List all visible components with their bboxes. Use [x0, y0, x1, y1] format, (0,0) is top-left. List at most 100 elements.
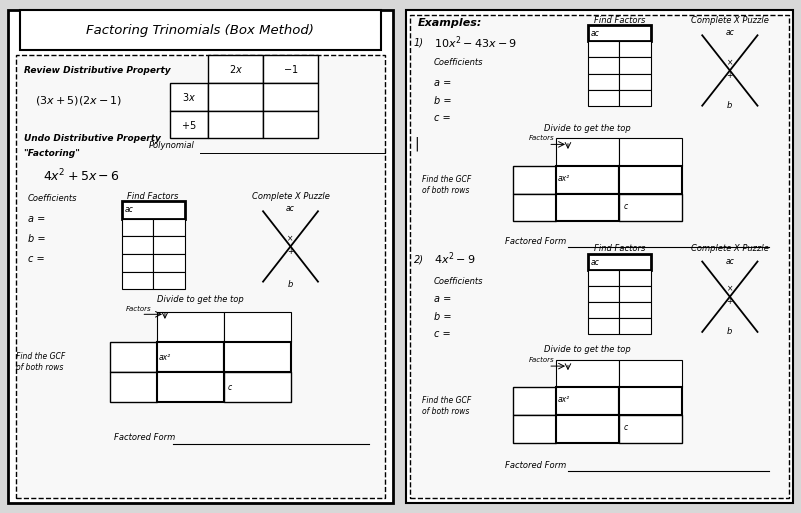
Text: ac: ac — [726, 28, 735, 37]
Text: ac: ac — [286, 204, 295, 213]
Bar — [588, 286, 619, 302]
Bar — [263, 111, 318, 139]
Text: Divide to get the top: Divide to get the top — [545, 345, 631, 354]
Text: Polynomial: Polynomial — [149, 142, 195, 150]
Bar — [110, 372, 157, 402]
Text: c =: c = — [27, 254, 44, 264]
Bar — [619, 90, 651, 106]
Text: c: c — [227, 383, 232, 392]
Bar — [263, 83, 318, 111]
Text: ac: ac — [591, 29, 600, 38]
Text: Factors: Factors — [529, 135, 554, 142]
Text: Factored Form: Factored Form — [505, 461, 566, 469]
Bar — [513, 166, 556, 194]
Bar — [556, 166, 619, 194]
Text: ac: ac — [591, 258, 600, 267]
Text: Factored Form: Factored Form — [114, 433, 175, 442]
Text: Factors: Factors — [126, 306, 151, 312]
Text: $-1$: $-1$ — [283, 63, 298, 75]
Bar — [513, 415, 556, 443]
Text: +: + — [288, 247, 294, 256]
Bar — [556, 360, 619, 387]
Text: b =: b = — [433, 95, 451, 106]
Text: Coefficients: Coefficients — [27, 194, 77, 203]
Bar — [208, 55, 263, 83]
Bar — [153, 236, 184, 254]
Bar — [122, 201, 184, 219]
Bar — [157, 312, 223, 342]
Text: c =: c = — [433, 329, 450, 340]
Text: ax²: ax² — [558, 174, 570, 183]
Text: b: b — [727, 327, 733, 337]
Bar — [619, 57, 651, 73]
Bar — [513, 387, 556, 415]
Text: c =: c = — [433, 113, 450, 123]
Text: Find Factors: Find Factors — [127, 192, 179, 201]
Text: b =: b = — [433, 312, 451, 322]
Text: c: c — [623, 423, 627, 432]
Bar — [588, 90, 619, 106]
Text: +: + — [727, 297, 733, 306]
Text: Complete X Puzzle: Complete X Puzzle — [691, 245, 769, 253]
Bar — [588, 254, 651, 270]
Text: $(3x + 5)(2x - 1)$: $(3x + 5)(2x - 1)$ — [35, 94, 123, 107]
Bar — [588, 319, 619, 334]
Text: ac: ac — [125, 206, 134, 214]
Text: Coefficients: Coefficients — [433, 277, 483, 286]
Text: b: b — [727, 101, 733, 110]
Bar — [619, 319, 651, 334]
Text: ×: × — [727, 285, 733, 293]
Bar — [110, 342, 157, 372]
Bar — [122, 219, 153, 236]
Bar — [122, 254, 153, 271]
Bar — [619, 270, 651, 286]
Bar — [153, 254, 184, 271]
Text: Coefficients: Coefficients — [433, 58, 483, 67]
Bar — [208, 83, 263, 111]
Bar — [513, 194, 556, 221]
Bar — [223, 342, 291, 372]
Text: $2x$: $2x$ — [228, 63, 243, 75]
Text: b =: b = — [27, 234, 45, 244]
Bar — [619, 73, 651, 90]
Bar — [619, 286, 651, 302]
Bar — [588, 25, 651, 42]
Bar — [619, 194, 682, 221]
Text: Find Factors: Find Factors — [594, 16, 645, 25]
Text: Factors: Factors — [529, 357, 554, 363]
Bar — [170, 111, 208, 139]
Text: Factoring Trinomials (Box Method): Factoring Trinomials (Box Method) — [87, 24, 314, 37]
Bar — [16, 55, 384, 498]
Bar — [619, 139, 682, 166]
Text: $4x^2 + 5x - 6$: $4x^2 + 5x - 6$ — [43, 168, 120, 184]
Text: ax²: ax² — [159, 352, 171, 362]
Bar — [263, 55, 318, 83]
Text: $4x^2 - 9$: $4x^2 - 9$ — [433, 251, 475, 267]
Bar — [170, 83, 208, 111]
Text: Divide to get the top: Divide to get the top — [157, 295, 244, 304]
Bar — [619, 360, 682, 387]
Text: a =: a = — [433, 78, 451, 88]
Text: Find Factors: Find Factors — [594, 245, 645, 253]
Text: 1): 1) — [414, 38, 424, 48]
Bar — [619, 166, 682, 194]
Bar — [556, 139, 619, 166]
Bar — [619, 387, 682, 415]
Bar — [208, 111, 263, 139]
Bar — [223, 372, 291, 402]
Text: 2): 2) — [414, 254, 424, 264]
Text: Factored Form: Factored Form — [505, 237, 566, 246]
Bar — [20, 10, 380, 50]
Text: "Factoring": "Factoring" — [24, 149, 81, 158]
Text: Complete X Puzzle: Complete X Puzzle — [691, 16, 769, 25]
Text: |: | — [414, 136, 419, 151]
Bar — [588, 42, 619, 57]
Bar — [157, 342, 223, 372]
Bar — [153, 271, 184, 289]
Bar — [157, 372, 223, 402]
Text: Divide to get the top: Divide to get the top — [545, 124, 631, 133]
Text: Examples:: Examples: — [418, 18, 482, 28]
Bar — [122, 236, 153, 254]
Bar — [619, 415, 682, 443]
Text: Review Distributive Property: Review Distributive Property — [24, 66, 171, 75]
